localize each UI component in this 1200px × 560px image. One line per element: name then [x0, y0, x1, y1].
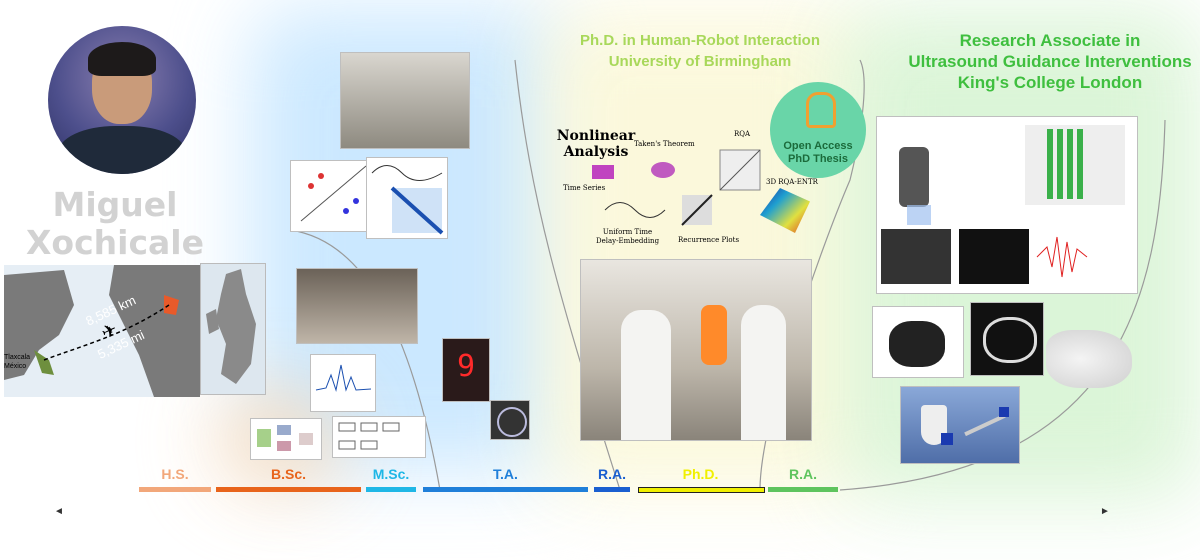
rqa-pipeline-diagram [560, 135, 770, 250]
rqa-label: RQA [734, 130, 751, 138]
takens-label: Taken's Theorem [634, 140, 695, 148]
phd-title-line1: Ph.D. in Human-Robot Interaction [580, 32, 820, 49]
circular-pcb-photo [490, 400, 530, 440]
first-name: Miguel [52, 185, 178, 224]
avatar-hair [88, 42, 156, 76]
fetus-3d-model [1046, 330, 1132, 388]
avatar-shirt [58, 126, 186, 174]
recurrence-label: Recurrence Plots [678, 236, 740, 244]
timeline-bar-4 [594, 487, 630, 492]
robot-figure [701, 305, 727, 365]
timeline-bar-3 [423, 487, 588, 492]
uk-map [200, 263, 266, 395]
timeline-right-arrow-icon[interactable]: ► [1100, 506, 1110, 517]
badge-text: Open Access PhD Thesis [783, 140, 853, 165]
ultrasound-figure [876, 116, 1138, 294]
time-series-label: Time Series [563, 184, 606, 192]
bsc-diagram [250, 418, 322, 460]
timeline-left-arrow-icon[interactable]: ◄ [54, 506, 64, 517]
badge-icon [806, 92, 836, 128]
robot-photo [340, 52, 470, 149]
svm-diagram [290, 160, 374, 232]
timeline-label-2: M.Sc. [372, 466, 410, 482]
digit-display-photo: 9 [442, 338, 490, 402]
timeline-bar-6 [768, 487, 838, 492]
ra-title-line1: Research Associate in [959, 31, 1141, 50]
timeline-label-3: T.A. [493, 466, 518, 482]
timeline-label-4: R.A. [598, 466, 626, 482]
person-left [621, 310, 671, 440]
last-name: Xochicale [25, 223, 204, 262]
rqa3d-label: 3D RQA-ENTR [766, 178, 818, 186]
spectrum-plot [310, 354, 376, 412]
profile-photo [48, 26, 196, 174]
simulated-fetus-image [970, 302, 1044, 376]
ra-title-line2: Ultrasound Guidance Interventions [908, 52, 1192, 71]
timeline-label-0: H.S. [161, 466, 189, 482]
timeline-bar-5 [638, 487, 765, 493]
ra-title-line3: King's College London [957, 73, 1143, 92]
probe-cad-model [900, 386, 1020, 464]
hri-lab-photo [580, 259, 812, 441]
person-right [741, 305, 786, 440]
timeline-label-6: R.A. [789, 466, 817, 482]
nonlinear-analysis-title: Nonlinear Analysis [556, 128, 636, 160]
phd-title-line2: University of Birmingham [608, 53, 792, 70]
world-map: ✈ 8,585 km 5,335 mi Tlaxcala México [4, 265, 200, 397]
lab-setup-photo [296, 268, 418, 344]
uniform-label: Uniform Time Delay-Embedding [596, 228, 660, 245]
block-diagram [332, 416, 426, 458]
open-access-badge: Open Access PhD Thesis [770, 82, 866, 178]
fetus-scatter-map [872, 306, 964, 378]
timeline-bar-0 [139, 487, 211, 492]
signal-matrix [366, 157, 448, 239]
map-shapes [4, 265, 200, 397]
timeline-bar-2 [366, 487, 416, 492]
timeline-label-1: B.Sc. [270, 466, 306, 482]
origin-label: Tlaxcala México [4, 354, 31, 370]
timeline-label-5: Ph.D. [682, 466, 719, 482]
timeline-bar-1 [216, 487, 361, 492]
